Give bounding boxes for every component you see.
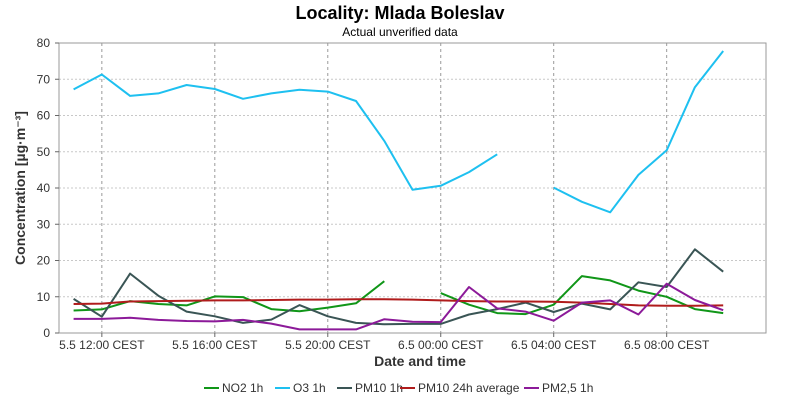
y-tick-label: 10 bbox=[37, 290, 51, 304]
y-tick-label: 30 bbox=[37, 217, 51, 231]
chart-subtitle: Actual unverified data bbox=[342, 25, 458, 39]
x-axis-label: Date and time bbox=[374, 353, 466, 369]
x-tick-label: 5.5 12:00 CEST bbox=[59, 338, 145, 352]
series-line-1 bbox=[73, 50, 724, 214]
y-ticks: 0 10 20 30 40 50 60 70 80 bbox=[37, 36, 59, 340]
x-tick-label: 6.5 00:00 CEST bbox=[398, 338, 484, 352]
x-tick-label: 6.5 08:00 CEST bbox=[624, 338, 710, 352]
legend-label: PM10 24h average bbox=[418, 381, 520, 395]
x-tick-label: 5.5 16:00 CEST bbox=[172, 338, 258, 352]
chart-title: Locality: Mlada Boleslav bbox=[295, 3, 504, 23]
y-tick-label: 50 bbox=[37, 145, 51, 159]
y-axis-label: Concentration [µg·m⁻³] bbox=[12, 111, 28, 265]
y-tick-label: 60 bbox=[37, 109, 51, 123]
series-line-3 bbox=[73, 298, 724, 307]
x-ticks: 5.5 12:00 CEST 5.5 16:00 CEST 5.5 20:00 CE… bbox=[59, 333, 710, 352]
y-tick-label: 0 bbox=[43, 326, 50, 340]
x-tick-label: 6.5 04:00 CEST bbox=[511, 338, 597, 352]
y-tick-label: 40 bbox=[37, 181, 51, 195]
y-tick-label: 70 bbox=[37, 72, 51, 86]
legend-label: O3 1h bbox=[293, 381, 326, 395]
legend: NO2 1h O3 1h PM10 1h PM10 24h average PM2,5 … bbox=[204, 381, 593, 395]
series-line-4 bbox=[73, 282, 724, 331]
y-tick-label: 20 bbox=[37, 254, 51, 268]
legend-label: PM2,5 1h bbox=[542, 381, 593, 395]
series-group bbox=[73, 50, 724, 331]
y-tick-label: 80 bbox=[37, 36, 51, 50]
legend-label: PM10 1h bbox=[355, 381, 403, 395]
x-tick-label: 5.5 20:00 CEST bbox=[285, 338, 371, 352]
legend-label: NO2 1h bbox=[222, 381, 263, 395]
